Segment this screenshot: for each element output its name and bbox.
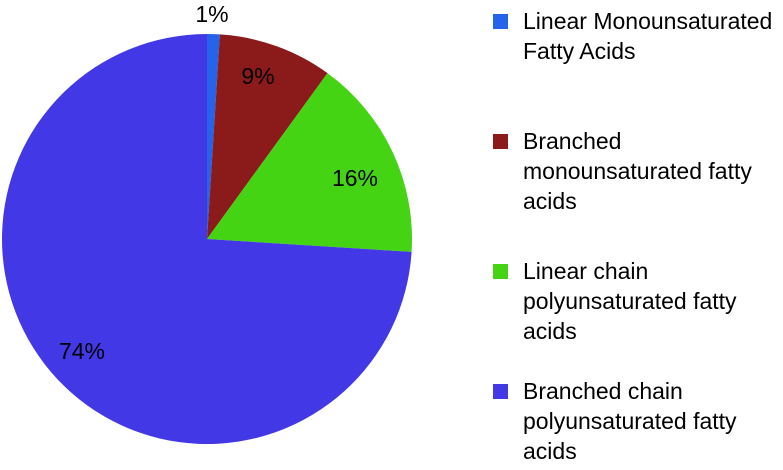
- data-label: 16%: [332, 165, 378, 191]
- data-label: 9%: [241, 63, 274, 89]
- legend-label: Branched chain polyunsaturated fatty aci…: [523, 378, 737, 464]
- slice-branched-monounsaturated: [207, 34, 328, 239]
- legend-label: Linear chain polyunsaturated fatty acids: [523, 258, 737, 344]
- legend-label: Branched monounsaturated fatty acids: [523, 128, 752, 214]
- pie-slices: [2, 34, 412, 444]
- legend-swatch: [493, 384, 508, 399]
- legend-label: Linear Monounsaturated Fatty Acids: [523, 8, 773, 64]
- data-label: 1%: [195, 1, 228, 27]
- legend-swatch: [493, 134, 508, 149]
- legend-swatch: [493, 264, 508, 279]
- pie-data-labels: 1% 9% 16% 74%: [59, 1, 378, 364]
- slice-linear-monounsaturated: [207, 34, 220, 239]
- slice-linear-polyunsaturated: [207, 73, 412, 252]
- legend-swatch: [493, 14, 508, 29]
- slice-branched-polyunsaturated: [2, 34, 412, 444]
- data-label: 74%: [59, 338, 105, 364]
